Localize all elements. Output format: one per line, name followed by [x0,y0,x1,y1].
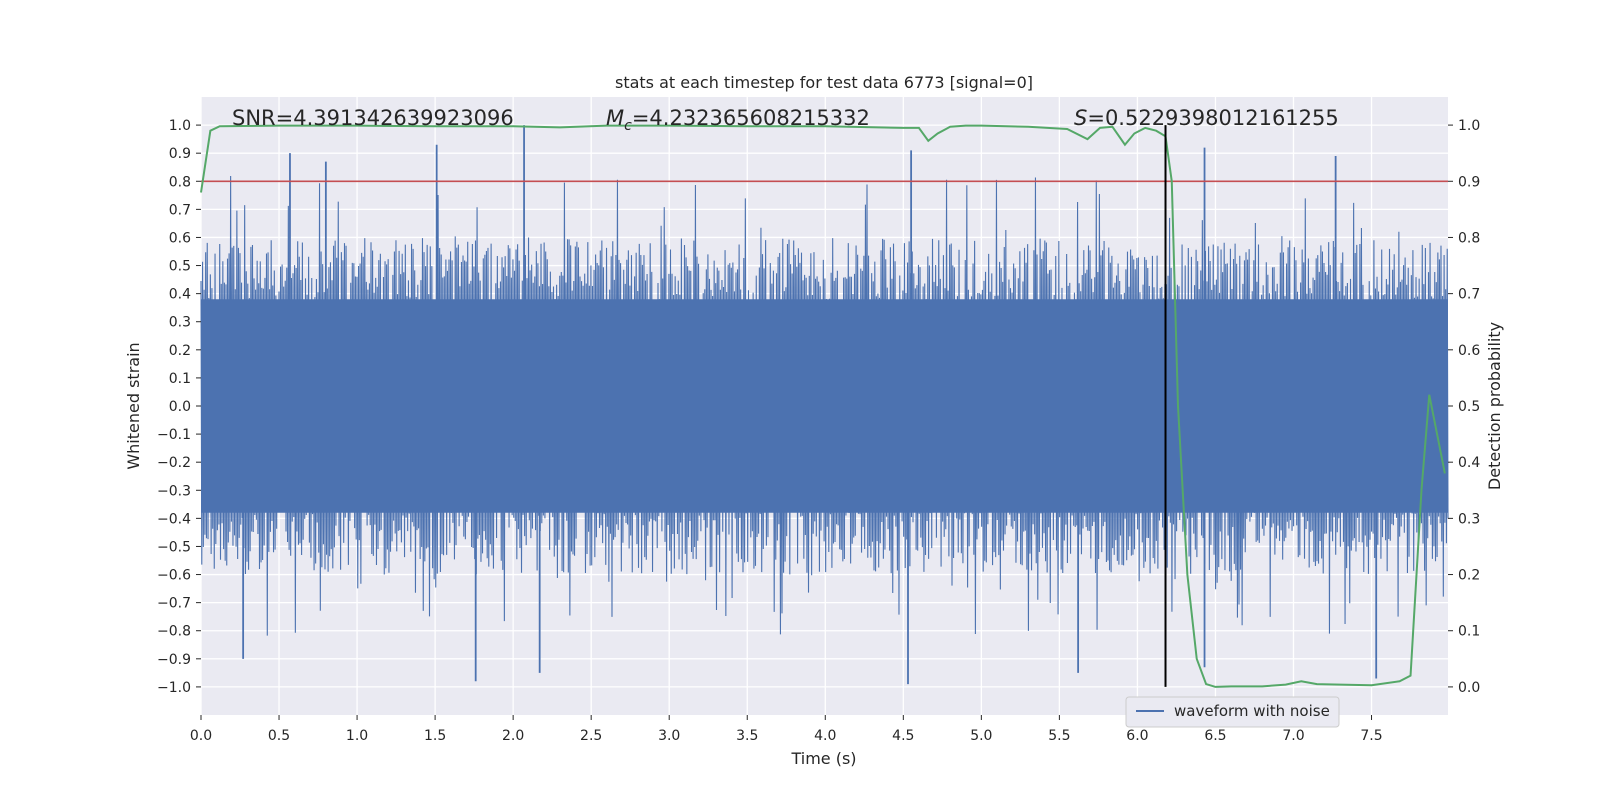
x-axis-label: Time (s) [790,749,856,768]
y2-tick-label: 0.1 [1458,624,1480,640]
y2-tick-label: 0.4 [1458,455,1480,471]
y-tick-label: −0.5 [157,539,191,555]
y-tick-label: −0.9 [157,652,191,668]
y2-tick-label: 0.3 [1458,511,1480,527]
legend: waveform with noise [1125,696,1340,728]
y2-tick-label: 1.0 [1458,118,1480,134]
y2-tick-label: 0.0 [1458,680,1480,696]
x-tick-label: 0.5 [268,728,290,744]
y-tick-label: 0.5 [169,259,191,275]
chart-title: stats at each timestep for test data 677… [615,73,1033,92]
probability-series [200,124,1446,688]
x-tick-label: 1.5 [424,728,446,744]
x-tick-label: 3.0 [658,728,680,744]
chirp-mass-annotation: Mc=4.232365608215332 [606,106,870,134]
chirp-mass-value: =4.232365608215332 [632,106,870,130]
x-tick-label: 2.5 [580,728,602,744]
s-annotation: S=0.5229398012161255 [1074,106,1339,130]
x-tick-label: 4.5 [892,728,914,744]
y-tick-label: −0.2 [157,455,191,471]
y-tick-label: −0.7 [157,596,191,612]
waveform-core-band [201,299,1448,513]
y2-axis-label: Detection probability [1485,322,1504,490]
y-tick-label: −1.0 [157,680,191,696]
x-tick-label: 7.0 [1282,728,1304,744]
y-tick-label: 0.3 [169,315,191,331]
y2-tick-label: 0.7 [1458,287,1480,303]
legend-label: waveform with noise [1174,702,1330,720]
y-tick-label: −0.1 [157,427,191,443]
y-axis-left: 1.0 0.9 0.8 0.7 0.6 0.5 0.4 0.3 0.2 0.1 0.0 −0.1 −0.… [157,118,201,696]
y-axis-label: Whitened strain [124,342,143,469]
y2-tick-label: 0.9 [1458,174,1480,190]
y-tick-label: 0.0 [169,399,191,415]
s-value: =0.5229398012161255 [1087,106,1338,130]
y-tick-label: −0.3 [157,483,191,499]
s-symbol: S [1074,106,1087,130]
y2-tick-label: 0.8 [1458,230,1480,246]
y-tick-label: −0.8 [157,624,191,640]
x-tick-label: 1.0 [346,728,368,744]
x-axis: 0.0 0.5 1.0 1.5 2.0 2.5 3.0 3.5 4.0 4.5 5.0 5.5 6.0 6… [190,715,1383,744]
y-tick-label: 0.4 [169,287,191,303]
snr-annotation: SNR=4.391342639923096 [232,106,514,130]
x-tick-label: 2.0 [502,728,524,744]
y-tick-label: 1.0 [169,118,191,134]
y-axis-right: 1.0 0.9 0.8 0.7 0.6 0.5 0.4 0.3 0.2 0.1 0.0 [1448,118,1480,696]
y-tick-label: −0.4 [157,511,191,527]
x-tick-label: 5.5 [1048,728,1070,744]
chirp-mass-subscript: c [624,118,632,134]
chirp-mass-symbol: M [606,106,624,130]
y-tick-label: 0.6 [169,230,191,246]
y2-tick-label: 0.5 [1458,399,1480,415]
y2-tick-label: 0.2 [1458,568,1480,584]
y-tick-label: −0.6 [157,568,191,584]
waveform-series [200,125,1449,685]
x-tick-label: 7.5 [1360,728,1382,744]
x-tick-label: 0.0 [190,728,212,744]
y-tick-label: 0.2 [169,343,191,359]
y-tick-label: 0.7 [169,202,191,218]
y-tick-label: 0.8 [169,174,191,190]
x-tick-label: 6.5 [1204,728,1226,744]
x-tick-label: 5.0 [970,728,992,744]
x-tick-label: 4.0 [814,728,836,744]
x-tick-label: 6.0 [1126,728,1148,744]
legend-box [1125,696,1340,728]
y2-tick-label: 0.6 [1458,343,1480,359]
y-tick-label: 0.9 [169,146,191,162]
x-tick-label: 3.5 [736,728,758,744]
y-tick-label: 0.1 [169,371,191,387]
